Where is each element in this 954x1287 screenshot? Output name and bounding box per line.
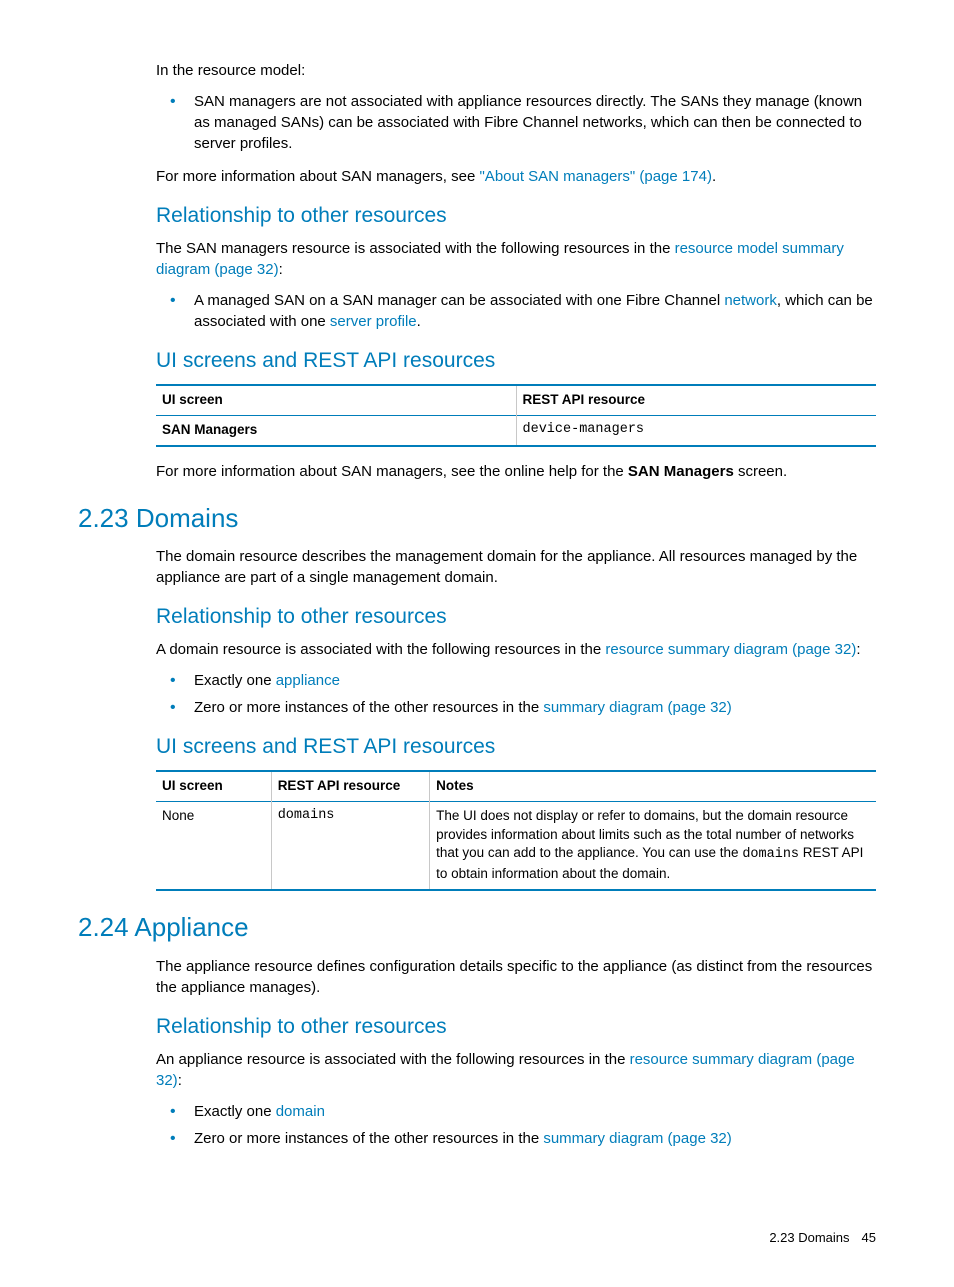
table-cell: domains	[271, 801, 429, 890]
text: .	[712, 168, 716, 185]
table-cell: SAN Managers	[156, 415, 516, 445]
domains-code: domains	[742, 847, 799, 862]
table-header: REST API resource	[516, 385, 876, 415]
intro-lead: In the resource model:	[156, 60, 876, 81]
ui1-after: For more information about SAN managers,…	[156, 461, 876, 482]
sec224-para: The appliance resource defines configura…	[156, 956, 876, 998]
table-row: SAN Managers device-managers	[156, 415, 876, 445]
page-footer: 2.23 Domains 45	[78, 1229, 876, 1247]
list-item: Exactly one appliance	[156, 670, 876, 691]
resource-summary-link[interactable]: resource summary diagram (page 32)	[605, 641, 856, 658]
text: The SAN managers resource is associated …	[156, 240, 675, 257]
sec224-rel-heading: Relationship to other resources	[156, 1012, 876, 1041]
table-cell: device-managers	[516, 415, 876, 445]
summary-diagram-link-2[interactable]: summary diagram (page 32)	[543, 1130, 731, 1147]
text: Exactly one	[194, 672, 276, 689]
about-san-managers-link[interactable]: "About SAN managers" (page 174)	[479, 168, 711, 185]
table-cell: The UI does not display or refer to doma…	[430, 801, 876, 890]
section-223-title: 2.23 Domains	[78, 500, 876, 536]
text: Zero or more instances of the other reso…	[194, 699, 543, 716]
text: .	[417, 313, 421, 330]
table-header: UI screen	[156, 385, 516, 415]
text: For more information about SAN managers,…	[156, 168, 479, 185]
san-managers-bold: SAN Managers	[628, 463, 734, 480]
intro-bullet: SAN managers are not associated with app…	[156, 91, 876, 154]
rel1-bullet: A managed SAN on a SAN manager can be as…	[156, 290, 876, 332]
text: :	[279, 261, 283, 278]
table-row: None domains The UI does not display or …	[156, 801, 876, 890]
table-cell: None	[156, 801, 271, 890]
text: For more information about SAN managers,…	[156, 463, 628, 480]
appliance-link[interactable]: appliance	[276, 672, 340, 689]
domain-link[interactable]: domain	[276, 1103, 325, 1120]
footer-section: 2.23 Domains	[769, 1230, 849, 1245]
server-profile-link[interactable]: server profile	[330, 313, 417, 330]
ui1-heading: UI screens and REST API resources	[156, 346, 876, 375]
ui1-table: UI screen REST API resource SAN Managers…	[156, 384, 876, 447]
text: :	[178, 1072, 182, 1089]
rel1-para: The SAN managers resource is associated …	[156, 238, 876, 280]
text: Zero or more instances of the other reso…	[194, 1130, 543, 1147]
intro-more: For more information about SAN managers,…	[156, 166, 876, 187]
summary-diagram-link[interactable]: summary diagram (page 32)	[543, 699, 731, 716]
footer-page-number: 45	[862, 1230, 876, 1245]
sec224-rel-para: An appliance resource is associated with…	[156, 1049, 876, 1091]
text: :	[856, 641, 860, 658]
list-item: Exactly one domain	[156, 1101, 876, 1122]
table-header: REST API resource	[271, 771, 429, 801]
rel1-heading: Relationship to other resources	[156, 201, 876, 230]
text: An appliance resource is associated with…	[156, 1051, 630, 1068]
sec223-para: The domain resource describes the manage…	[156, 546, 876, 588]
list-item: Zero or more instances of the other reso…	[156, 1128, 876, 1149]
sec223-ui-heading: UI screens and REST API resources	[156, 732, 876, 761]
text: A domain resource is associated with the…	[156, 641, 605, 658]
sec223-rel-heading: Relationship to other resources	[156, 602, 876, 631]
text: screen.	[734, 463, 787, 480]
text: A managed SAN on a SAN manager can be as…	[194, 292, 724, 309]
sec223-table: UI screen REST API resource Notes None d…	[156, 770, 876, 891]
table-header: Notes	[430, 771, 876, 801]
sec223-rel-para: A domain resource is associated with the…	[156, 639, 876, 660]
list-item: Zero or more instances of the other reso…	[156, 697, 876, 718]
text: Exactly one	[194, 1103, 276, 1120]
table-header: UI screen	[156, 771, 271, 801]
section-224-title: 2.24 Appliance	[78, 909, 876, 945]
network-link[interactable]: network	[724, 292, 777, 309]
